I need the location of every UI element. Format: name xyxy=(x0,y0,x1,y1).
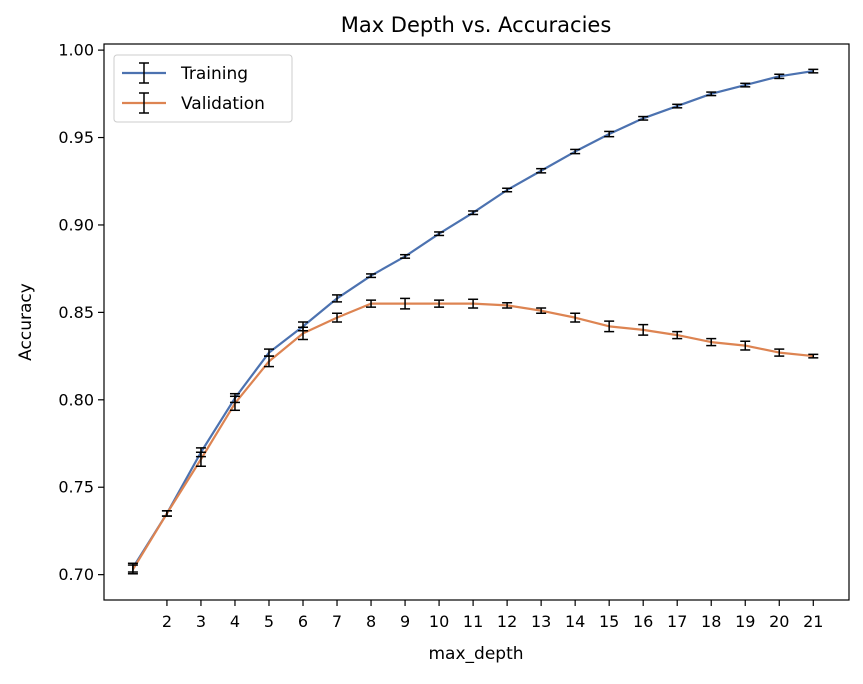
legend: Training Validation xyxy=(113,54,293,123)
error-bar-validation xyxy=(774,348,785,357)
y-tick-label: 0.90 xyxy=(58,215,94,234)
x-tick-label: 13 xyxy=(531,612,551,631)
legend-entry-training: Training xyxy=(122,62,248,84)
error-bar-training xyxy=(706,91,717,97)
error-bar-validation xyxy=(570,312,581,323)
error-bar-validation xyxy=(161,510,172,517)
x-tick-label: 12 xyxy=(497,612,517,631)
x-tick-label: 11 xyxy=(463,612,483,631)
x-tick-label: 9 xyxy=(400,612,410,631)
error-bar-validation xyxy=(263,355,274,368)
y-tick-label: 0.70 xyxy=(58,565,94,584)
error-bar-training xyxy=(332,294,343,303)
error-bar-validation xyxy=(366,299,377,308)
x-tick-label: 15 xyxy=(599,612,619,631)
error-bar-validation xyxy=(127,564,138,575)
y-tick-label: 0.80 xyxy=(58,390,94,409)
legend-label-validation: Validation xyxy=(181,94,265,114)
x-tick-label: 16 xyxy=(633,612,653,631)
x-tick-label: 18 xyxy=(701,612,721,631)
error-bar-training xyxy=(400,253,411,259)
error-bar-validation xyxy=(434,299,445,308)
error-bar-validation xyxy=(502,302,513,309)
error-bar-training xyxy=(740,82,751,88)
y-axis-label: Accuracy xyxy=(16,283,36,361)
chart-title: Max Depth vs. Accuracies xyxy=(341,13,612,37)
error-bar-validation xyxy=(332,312,343,323)
y-tick-label: 1.00 xyxy=(58,41,94,60)
legend-box xyxy=(113,54,293,123)
error-bar-validation xyxy=(400,297,411,310)
error-bar-training xyxy=(502,187,513,193)
error-bar-validation xyxy=(740,340,751,351)
x-tick-label: 2 xyxy=(162,612,172,631)
plot-area xyxy=(127,68,819,575)
error-bar-training xyxy=(808,68,819,74)
error-bar-training xyxy=(672,103,683,109)
error-bar-training xyxy=(604,130,615,138)
x-tick-label: 3 xyxy=(196,612,206,631)
y-axis-ticks: 0.70 0.75 0.80 0.85 0.90 0.95 1.00 xyxy=(58,41,104,584)
error-bar-validation xyxy=(536,307,547,315)
error-bar-validation xyxy=(672,330,683,340)
error-bar-training xyxy=(570,148,581,155)
x-tick-label: 7 xyxy=(332,612,342,631)
legend-entry-validation: Validation xyxy=(122,92,265,114)
x-tick-label: 5 xyxy=(264,612,274,631)
x-tick-label: 17 xyxy=(667,612,687,631)
error-bar-validation xyxy=(638,323,649,336)
error-bar-training xyxy=(774,73,785,80)
x-tick-label: 4 xyxy=(230,612,240,631)
error-bar-validation xyxy=(468,298,479,309)
error-bar-validation xyxy=(298,326,309,341)
error-bar-training xyxy=(638,115,649,121)
legend-label-training: Training xyxy=(180,64,248,84)
error-bar-training xyxy=(536,167,547,174)
plot-frame xyxy=(103,43,850,601)
x-tick-label: 14 xyxy=(565,612,585,631)
error-bar-training xyxy=(366,273,377,279)
error-bar-validation xyxy=(229,395,240,412)
x-tick-label: 6 xyxy=(298,612,308,631)
x-tick-label: 8 xyxy=(366,612,376,631)
x-axis-label: max_depth xyxy=(428,644,523,664)
error-bar-training xyxy=(434,231,445,237)
error-bar-training xyxy=(468,210,479,216)
error-bar-validation xyxy=(195,451,206,467)
x-tick-label: 20 xyxy=(769,612,789,631)
series-line-training xyxy=(131,70,814,569)
y-tick-label: 0.85 xyxy=(58,303,94,322)
error-bar-validation xyxy=(706,337,717,347)
x-axis-ticks: 2 3 4 5 6 7 8 9 10 11 12 13 14 15 16 17 18 19 20 21 xyxy=(162,600,823,631)
x-tick-label: 21 xyxy=(803,612,823,631)
y-tick-label: 0.75 xyxy=(58,478,94,497)
y-tick-label: 0.95 xyxy=(58,128,94,147)
x-tick-label: 10 xyxy=(429,612,449,631)
error-bar-validation xyxy=(604,320,615,333)
x-tick-label: 19 xyxy=(735,612,755,631)
error-bar-validation xyxy=(808,353,819,359)
